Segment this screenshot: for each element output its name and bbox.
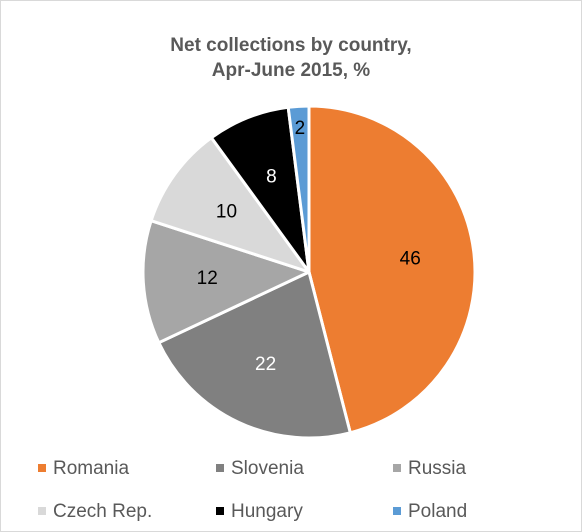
pie-slice-czech-rep [149, 136, 311, 274]
data-label-russia: 12 [197, 268, 218, 289]
data-label-hungary: 8 [266, 167, 277, 188]
pie-slice-russia [141, 219, 311, 345]
chart-title: Net collections by country, Apr-June 201… [0, 33, 582, 83]
chart-title-line-1: Net collections by country, [170, 35, 412, 56]
pie-slice-romania [307, 104, 477, 435]
data-label-czech-rep: 10 [216, 202, 237, 223]
pie-slice-poland [286, 104, 311, 274]
chart-title-line-2: Apr-June 2015, % [211, 60, 371, 81]
data-label-slovenia: 22 [255, 354, 276, 375]
pie-slice-slovenia [157, 270, 352, 440]
data-label-romania: 46 [400, 249, 421, 270]
data-label-poland: 2 [295, 118, 306, 139]
